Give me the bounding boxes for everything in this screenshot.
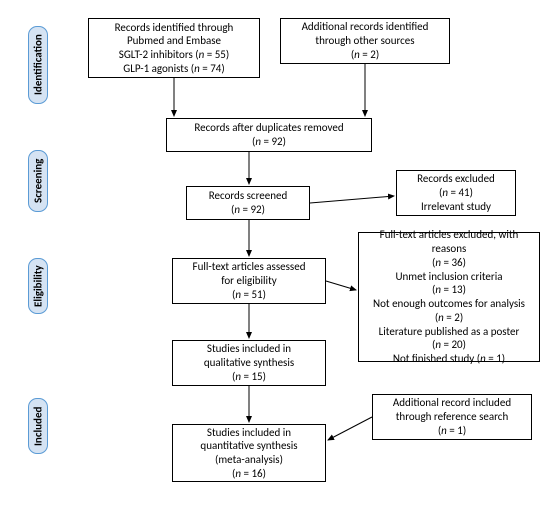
text: Literature published as a poster (379, 325, 520, 339)
text: Records after duplicates removed (194, 121, 343, 135)
stage-identification: Identification (28, 26, 48, 104)
text: (meta-analysis) (215, 453, 283, 467)
text: Full-text articles assessed (193, 260, 306, 274)
text: (n = 2) (351, 48, 379, 62)
box-screened: Records screened (n = 92) (186, 186, 310, 220)
text: (n = 51) (232, 288, 266, 302)
text: Additional record included (393, 396, 511, 410)
text: (n = 15) (232, 370, 266, 384)
text: Not finished study (n = 1) (393, 352, 505, 366)
stage-included: Included (28, 398, 48, 454)
text: qualitative synthesis (204, 356, 294, 370)
stage-label-text: Identification (32, 35, 45, 96)
text: Records screened (209, 189, 288, 203)
text: (n = 16) (232, 467, 266, 481)
box-excluded-screening: Records excluded (n = 41) Irrelevant stu… (396, 170, 516, 216)
box-excluded-fulltext: Full-text articles excluded, with reason… (358, 232, 540, 362)
text: through other sources (315, 34, 414, 48)
text: GLP-1 agonists (n = 74) (123, 62, 224, 76)
text: (n = 92) (252, 135, 286, 149)
text: (n = 36) (432, 256, 466, 270)
box-fulltext: Full-text articles assessed for eligibil… (172, 258, 326, 304)
text: (n = 2) (435, 311, 463, 325)
stage-screening: Screening (28, 150, 48, 212)
text: Full-text articles excluded, with (380, 228, 519, 242)
text: through reference search (396, 410, 508, 424)
stage-label-text: Screening (32, 159, 45, 203)
text: (n = 1) (438, 424, 466, 438)
text: for eligibility (221, 274, 277, 288)
text: (n = 20) (432, 338, 466, 352)
text: Additional records identified (302, 20, 429, 34)
box-id-other: Additional records identified through ot… (280, 18, 450, 64)
text: Not enough outcomes for analysis (373, 297, 525, 311)
text: Studies included in (207, 342, 291, 356)
text: Pubmed and Embase (127, 34, 221, 48)
box-id-db: Records identified through Pubmed and Em… (88, 18, 260, 78)
box-after-duplicates: Records after duplicates removed (n = 92… (166, 118, 372, 152)
box-qualitative: Studies included in qualitative synthesi… (172, 340, 326, 386)
stage-label-text: Eligibility (32, 265, 45, 307)
stage-eligibility: Eligibility (28, 258, 48, 314)
stage-label-text: Included (32, 406, 45, 445)
text: Records excluded (417, 172, 495, 186)
text: (n = 92) (231, 203, 265, 217)
text: Records identified through (115, 21, 234, 35)
text: (n = 41) (439, 186, 473, 200)
text: SGLT-2 inhibitors (n = 55) (119, 48, 229, 62)
text: quantitative synthesis (200, 439, 297, 453)
text: Unmet inclusion criteria (395, 270, 502, 284)
box-quantitative: Studies included in quantitative synthes… (172, 424, 326, 482)
text: Studies included in (207, 426, 291, 440)
text: Irrelevant study (421, 200, 491, 214)
text: (n = 13) (432, 283, 466, 297)
box-additional-reference: Additional record included through refer… (372, 394, 532, 440)
text: reasons (432, 242, 467, 256)
